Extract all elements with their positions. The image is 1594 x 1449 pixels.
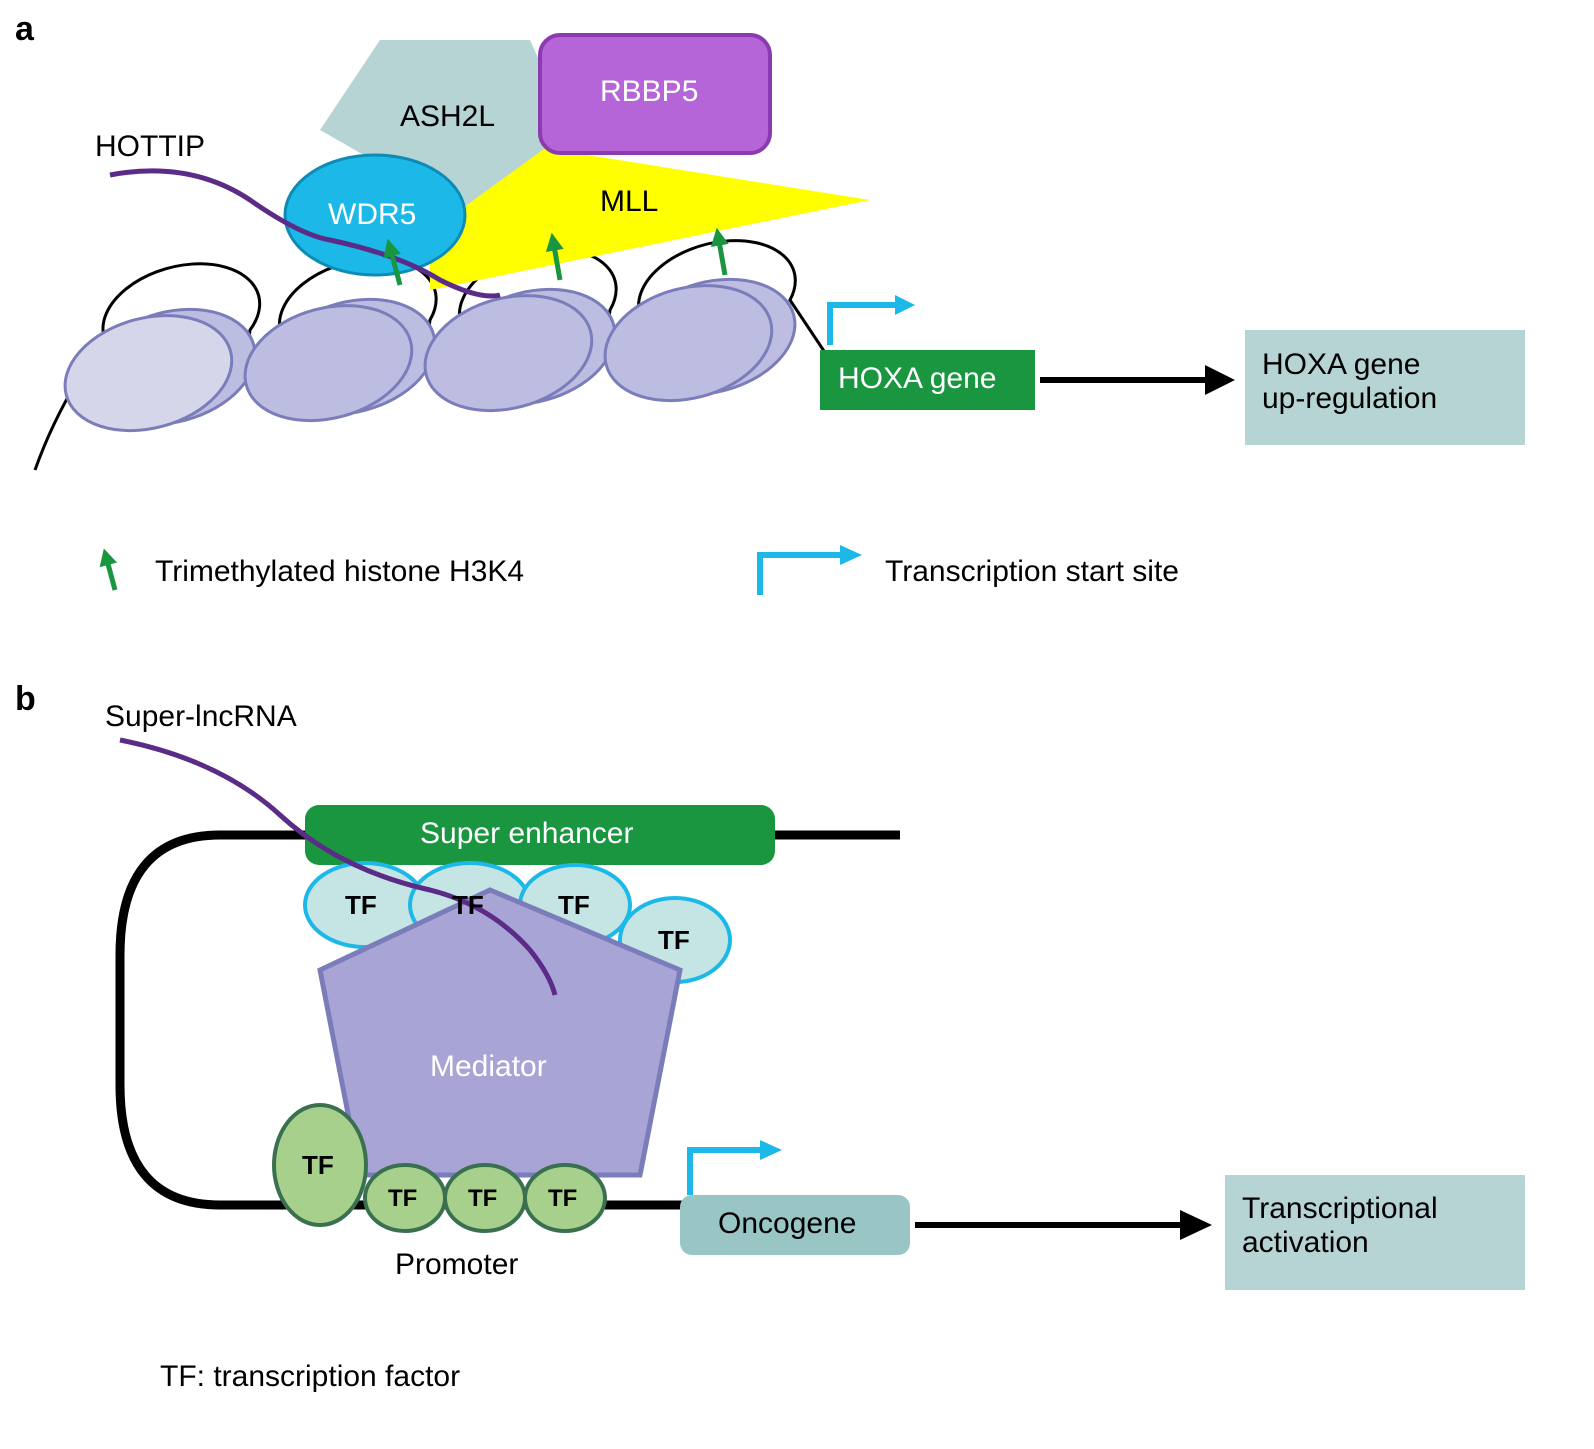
result-arrow xyxy=(1040,365,1235,395)
legend-tss-label: Transcription start site xyxy=(885,555,1179,589)
result-b-label: Transcriptional activation xyxy=(1242,1192,1438,1260)
ash2l-label: ASH2L xyxy=(400,100,495,134)
mll-label: MLL xyxy=(600,185,658,219)
super-lncrna-label: Super-lncRNA xyxy=(105,700,297,734)
panel-letter-b: b xyxy=(15,680,36,719)
tf-label: TF xyxy=(468,1185,497,1213)
nucleosome xyxy=(592,262,808,418)
tf-label: TF xyxy=(345,890,377,921)
tss-arrow-b-icon xyxy=(690,1140,782,1195)
hottip-label: HOTTIP xyxy=(95,130,205,164)
result-arrow-b xyxy=(915,1210,1212,1240)
tf-label: TF xyxy=(548,1185,577,1213)
oncogene-label: Oncogene xyxy=(718,1207,856,1241)
promoter-label: Promoter xyxy=(395,1248,518,1282)
legend-h3k4-label: Trimethylated histone H3K4 xyxy=(155,555,524,589)
wdr5-label: WDR5 xyxy=(328,198,416,232)
h3k4-arrow-icon xyxy=(708,226,734,276)
nucleosome xyxy=(232,282,448,438)
rbbp5-label: RBBP5 xyxy=(600,75,698,109)
tf-label: TF xyxy=(658,925,690,956)
legend-tss-arrow-icon xyxy=(760,545,862,595)
tf-label: TF xyxy=(558,890,590,921)
hoxa-up-label: HOXA gene up-regulation xyxy=(1262,348,1437,416)
mediator-label: Mediator xyxy=(430,1050,547,1084)
tss-arrow-icon xyxy=(830,295,915,345)
tf-legend-label: TF: transcription factor xyxy=(160,1360,460,1394)
tf-label: TF xyxy=(452,890,484,921)
nucleosome xyxy=(52,292,268,448)
nucleosome xyxy=(412,272,628,428)
super-enhancer-label: Super enhancer xyxy=(420,817,634,851)
legend-h3k4-arrow-icon xyxy=(95,546,124,592)
hoxa-gene-label: HOXA gene xyxy=(838,362,996,396)
tf-label: TF xyxy=(302,1150,334,1181)
panel-letter-a: a xyxy=(15,10,34,49)
tf-label: TF xyxy=(388,1185,417,1213)
